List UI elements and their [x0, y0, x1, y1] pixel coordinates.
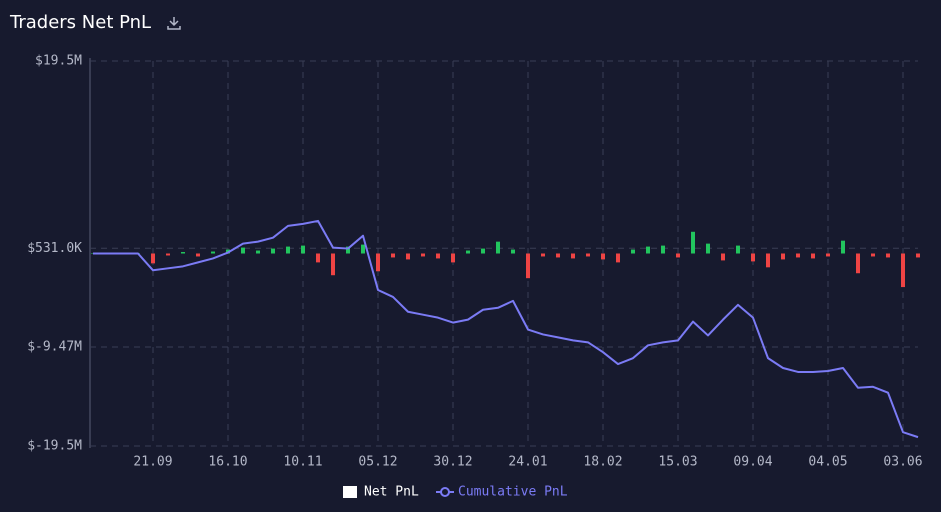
bar: [571, 253, 575, 259]
bar: [526, 253, 530, 279]
bar: [271, 248, 275, 254]
bar: [871, 253, 875, 257]
legend-label: Cumulative PnL: [458, 485, 568, 500]
bar: [691, 231, 695, 254]
bar: [436, 253, 440, 259]
bar: [886, 253, 890, 258]
x-tick-label: 09.04: [733, 455, 772, 470]
x-tick-label: 24.01: [508, 455, 547, 470]
bar: [511, 249, 515, 254]
bar: [646, 246, 650, 254]
bar: [781, 253, 785, 260]
download-glyph[interactable]: [167, 17, 181, 30]
bar: [736, 245, 740, 254]
bar: [841, 240, 845, 254]
legend-label: Net PnL: [364, 485, 419, 500]
bar: [661, 245, 665, 254]
x-tick-label: 04.05: [808, 455, 847, 470]
bar: [391, 253, 395, 258]
x-tick-label: 15.03: [658, 455, 697, 470]
y-tick-label: $-9.47M: [27, 339, 82, 354]
y-tick-label: $-19.5M: [27, 439, 82, 454]
bar: [706, 243, 710, 254]
bar: [331, 253, 335, 276]
chart-title: Traders Net PnL: [9, 12, 151, 33]
bar: [211, 251, 215, 254]
bar: [721, 253, 725, 261]
bar: [556, 253, 560, 258]
x-tick-label: 30.12: [433, 455, 472, 470]
bar: [151, 253, 155, 264]
y-tick-label: $531.0K: [27, 241, 82, 256]
x-tick-label: 10.11: [283, 455, 322, 470]
bar: [811, 253, 815, 259]
bar: [916, 253, 920, 258]
bar: [616, 253, 620, 263]
bar: [466, 250, 470, 254]
bar: [451, 253, 455, 263]
bar: [406, 253, 410, 260]
bar: [316, 253, 320, 263]
x-tick-label: 21.09: [133, 455, 172, 470]
bar: [676, 253, 680, 258]
bar: [241, 247, 245, 254]
x-tick-label: 03.06: [883, 455, 922, 470]
bar: [856, 253, 860, 274]
bar: [586, 253, 590, 257]
bar: [766, 253, 770, 268]
line: [93, 219, 919, 439]
bar: [541, 253, 545, 257]
legend-swatch: [343, 486, 357, 498]
legend-swatch: [440, 487, 450, 497]
bar: [481, 248, 485, 254]
bar: [496, 241, 500, 254]
bar: [166, 253, 170, 256]
bar: [601, 253, 605, 260]
bar: [901, 253, 905, 288]
x-tick-label: 18.02: [583, 455, 622, 470]
bar: [301, 245, 305, 254]
bar: [376, 253, 380, 272]
bar: [286, 246, 290, 254]
bar: [181, 252, 185, 254]
bar: [256, 250, 260, 254]
bar: [346, 246, 350, 254]
bar: [826, 253, 830, 257]
bar: [796, 253, 800, 258]
x-tick-label: 16.10: [208, 455, 247, 470]
x-tick-label: 05.12: [358, 455, 397, 470]
bar: [421, 253, 425, 257]
bar: [751, 253, 755, 262]
bar: [361, 244, 365, 254]
bar: [631, 249, 635, 254]
download-icon[interactable]: [167, 17, 181, 30]
y-tick-label: $19.5M: [35, 54, 82, 69]
bar: [196, 253, 200, 257]
